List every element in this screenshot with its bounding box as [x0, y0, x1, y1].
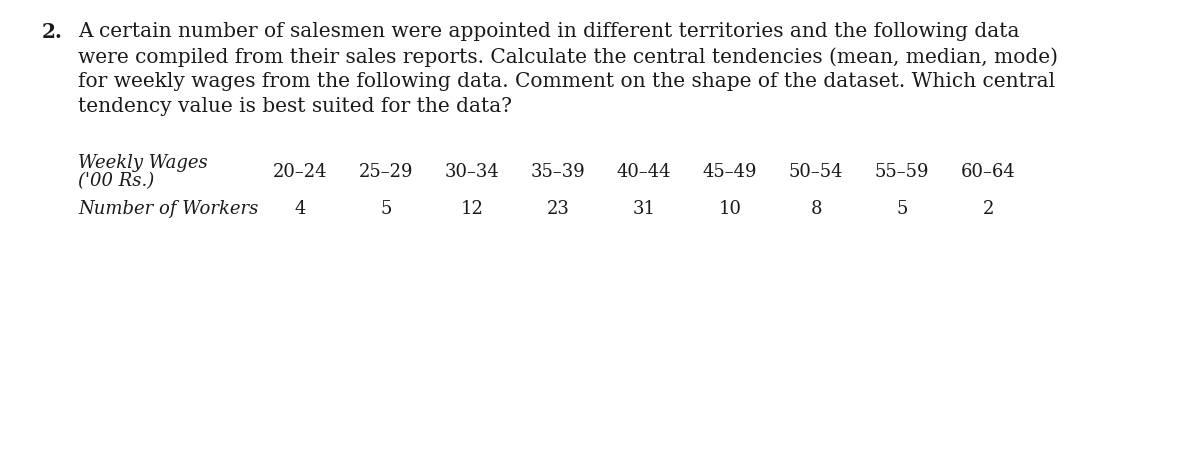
Text: ('00 Rs.): ('00 Rs.)	[78, 172, 155, 190]
Text: 4: 4	[294, 200, 306, 218]
Text: 23: 23	[546, 200, 570, 218]
Text: 50–54: 50–54	[788, 163, 844, 181]
Text: 30–34: 30–34	[445, 163, 499, 181]
Text: 60–64: 60–64	[961, 163, 1015, 181]
Text: Number of Workers: Number of Workers	[78, 200, 258, 218]
Text: 2.: 2.	[42, 22, 62, 42]
Text: 25–29: 25–29	[359, 163, 413, 181]
Text: 40–44: 40–44	[617, 163, 671, 181]
Text: A certain number of salesmen were appointed in different territories and the fol: A certain number of salesmen were appoin…	[78, 22, 1020, 41]
Text: 31: 31	[632, 200, 655, 218]
Text: 12: 12	[461, 200, 484, 218]
Text: 2: 2	[983, 200, 994, 218]
Text: 8: 8	[810, 200, 822, 218]
Text: 20–24: 20–24	[272, 163, 328, 181]
Text: for weekly wages from the following data. Comment on the shape of the dataset. W: for weekly wages from the following data…	[78, 72, 1055, 91]
Text: 45–49: 45–49	[703, 163, 757, 181]
Text: 5: 5	[896, 200, 907, 218]
Text: 35–39: 35–39	[530, 163, 586, 181]
Text: 10: 10	[719, 200, 742, 218]
Text: 5: 5	[380, 200, 391, 218]
Text: tendency value is best suited for the data?: tendency value is best suited for the da…	[78, 97, 512, 116]
Text: were compiled from their sales reports. Calculate the central tendencies (mean, : were compiled from their sales reports. …	[78, 47, 1058, 67]
Text: 55–59: 55–59	[875, 163, 929, 181]
Text: Weekly Wages: Weekly Wages	[78, 154, 208, 172]
